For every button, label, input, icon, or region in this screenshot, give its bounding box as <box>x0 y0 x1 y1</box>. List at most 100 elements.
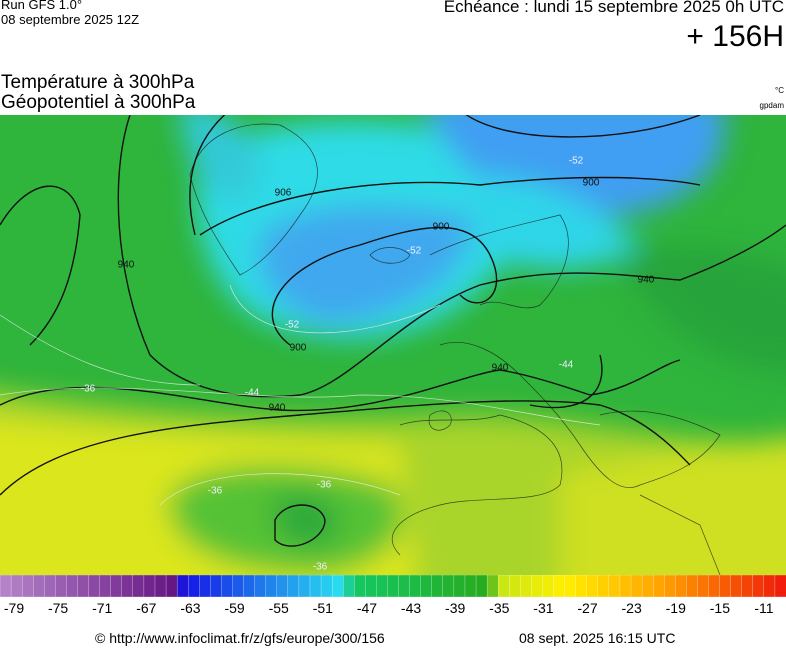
scale-cell <box>387 575 400 598</box>
scale-label: -27 <box>577 600 598 616</box>
scale-cell <box>66 575 79 598</box>
scale-cell <box>498 575 510 598</box>
scale-cell <box>343 575 355 598</box>
contour-label: -36 <box>81 384 96 395</box>
valid-time: Echéance : lundi 15 septembre 2025 0h UT… <box>443 0 784 16</box>
contour-label: -36 <box>317 480 332 491</box>
scale-label: -67 <box>136 600 157 616</box>
scale-cell <box>697 575 710 598</box>
scale-cell <box>664 575 676 598</box>
scale-cell <box>420 575 433 598</box>
scale-cell <box>243 575 256 598</box>
scale-cell <box>188 575 200 598</box>
scale-cell <box>520 575 533 598</box>
contour-label: 940 <box>118 260 135 271</box>
scale-label: -79 <box>3 600 25 616</box>
scale-label: -71 <box>92 600 113 616</box>
scale-cell <box>210 575 223 598</box>
model-name: Run GFS 1.0° <box>1 0 83 12</box>
scale-cell <box>254 575 267 598</box>
scale-label: -59 <box>224 600 245 616</box>
contour-label: -44 <box>559 360 574 371</box>
map: 906 900 900 900 940 940 940 940 -52 -52 -52 -44 -44 -… <box>0 115 786 575</box>
scale-cell <box>154 575 167 598</box>
run-date: 08 septembre 2025 12Z <box>1 12 140 27</box>
geopotential-unit: gpdam <box>759 101 784 110</box>
contour-label: -36 <box>313 562 328 573</box>
scale-label: -47 <box>356 600 378 616</box>
scale-cell <box>575 575 588 598</box>
scale-cell <box>586 575 599 598</box>
scale-cell <box>276 575 289 598</box>
contour-label: 940 <box>492 363 509 374</box>
scale-cell <box>132 575 145 598</box>
scale-cell <box>442 575 455 598</box>
scale-cell <box>409 575 422 598</box>
geopotential-title: Géopotentiel à 300hPa <box>1 92 196 113</box>
scale-cell <box>608 575 621 598</box>
scale-cell <box>719 575 732 598</box>
contour-label: -52 <box>569 156 584 167</box>
scale-cell <box>55 575 68 598</box>
scale-cell <box>675 575 688 598</box>
scale-label: -11 <box>754 600 774 616</box>
scale-cell <box>431 575 444 598</box>
scale-cell <box>331 575 344 598</box>
scale-label: -75 <box>47 600 69 616</box>
scale-cell <box>77 575 90 598</box>
scale-cell <box>365 575 378 598</box>
scale-cell <box>10 575 23 598</box>
update-time: 08 sept. 2025 16:15 UTC <box>519 630 676 646</box>
scale-cell <box>453 575 466 598</box>
scale-cell <box>221 575 234 598</box>
scale-cell <box>619 575 632 598</box>
contour-label: -52 <box>285 320 300 331</box>
scale-label: -19 <box>665 600 686 616</box>
contour-label: -36 <box>208 486 223 497</box>
scale-cell <box>88 575 101 598</box>
temperature-field <box>0 115 786 575</box>
scale-cell <box>531 575 544 598</box>
scale-label: -51 <box>312 600 333 616</box>
temperature-title: Température à 300hPa <box>1 72 195 93</box>
scale-label: -39 <box>445 600 466 616</box>
scale-cell <box>354 575 366 598</box>
scale-cell <box>464 575 477 598</box>
contour-label: 906 <box>275 188 292 199</box>
scale-cell <box>641 575 654 598</box>
scale-cell <box>376 575 389 598</box>
scale-cell <box>99 575 112 598</box>
contour-label: 900 <box>583 178 600 189</box>
scale-cell <box>398 575 411 598</box>
source-url: © http://www.infoclimat.fr/z/gfs/europe/… <box>95 630 385 646</box>
contour-label: 940 <box>269 403 286 414</box>
scale-cell <box>653 575 665 598</box>
contour-label: 900 <box>290 343 307 354</box>
contour-label: -44 <box>245 388 260 399</box>
scale-label: -43 <box>400 600 422 616</box>
scale-cell <box>597 575 610 598</box>
scale-cell <box>774 575 786 598</box>
scale-cell <box>475 575 488 598</box>
contour-label: 900 <box>433 222 450 233</box>
scale-label: -23 <box>621 600 642 616</box>
scale-cell <box>165 575 178 598</box>
scale-cell <box>320 575 333 598</box>
scale-cell <box>741 575 754 598</box>
scale-cell <box>509 575 521 598</box>
scale-cell <box>176 575 189 598</box>
scale-cell <box>763 575 776 598</box>
scale-cell <box>21 575 34 598</box>
lead-time: + 156H <box>686 20 784 53</box>
scale-cell <box>298 575 311 598</box>
scale-cell <box>287 575 300 598</box>
scale-cell <box>121 575 134 598</box>
scale-label: -15 <box>709 600 730 616</box>
scale-cell <box>564 575 577 598</box>
scale-cell <box>730 575 743 598</box>
isotherms <box>0 284 601 506</box>
scale-label: -55 <box>268 600 289 616</box>
contour-label: -52 <box>407 246 422 257</box>
scale-cell <box>553 575 566 598</box>
scale-cell <box>630 575 643 598</box>
